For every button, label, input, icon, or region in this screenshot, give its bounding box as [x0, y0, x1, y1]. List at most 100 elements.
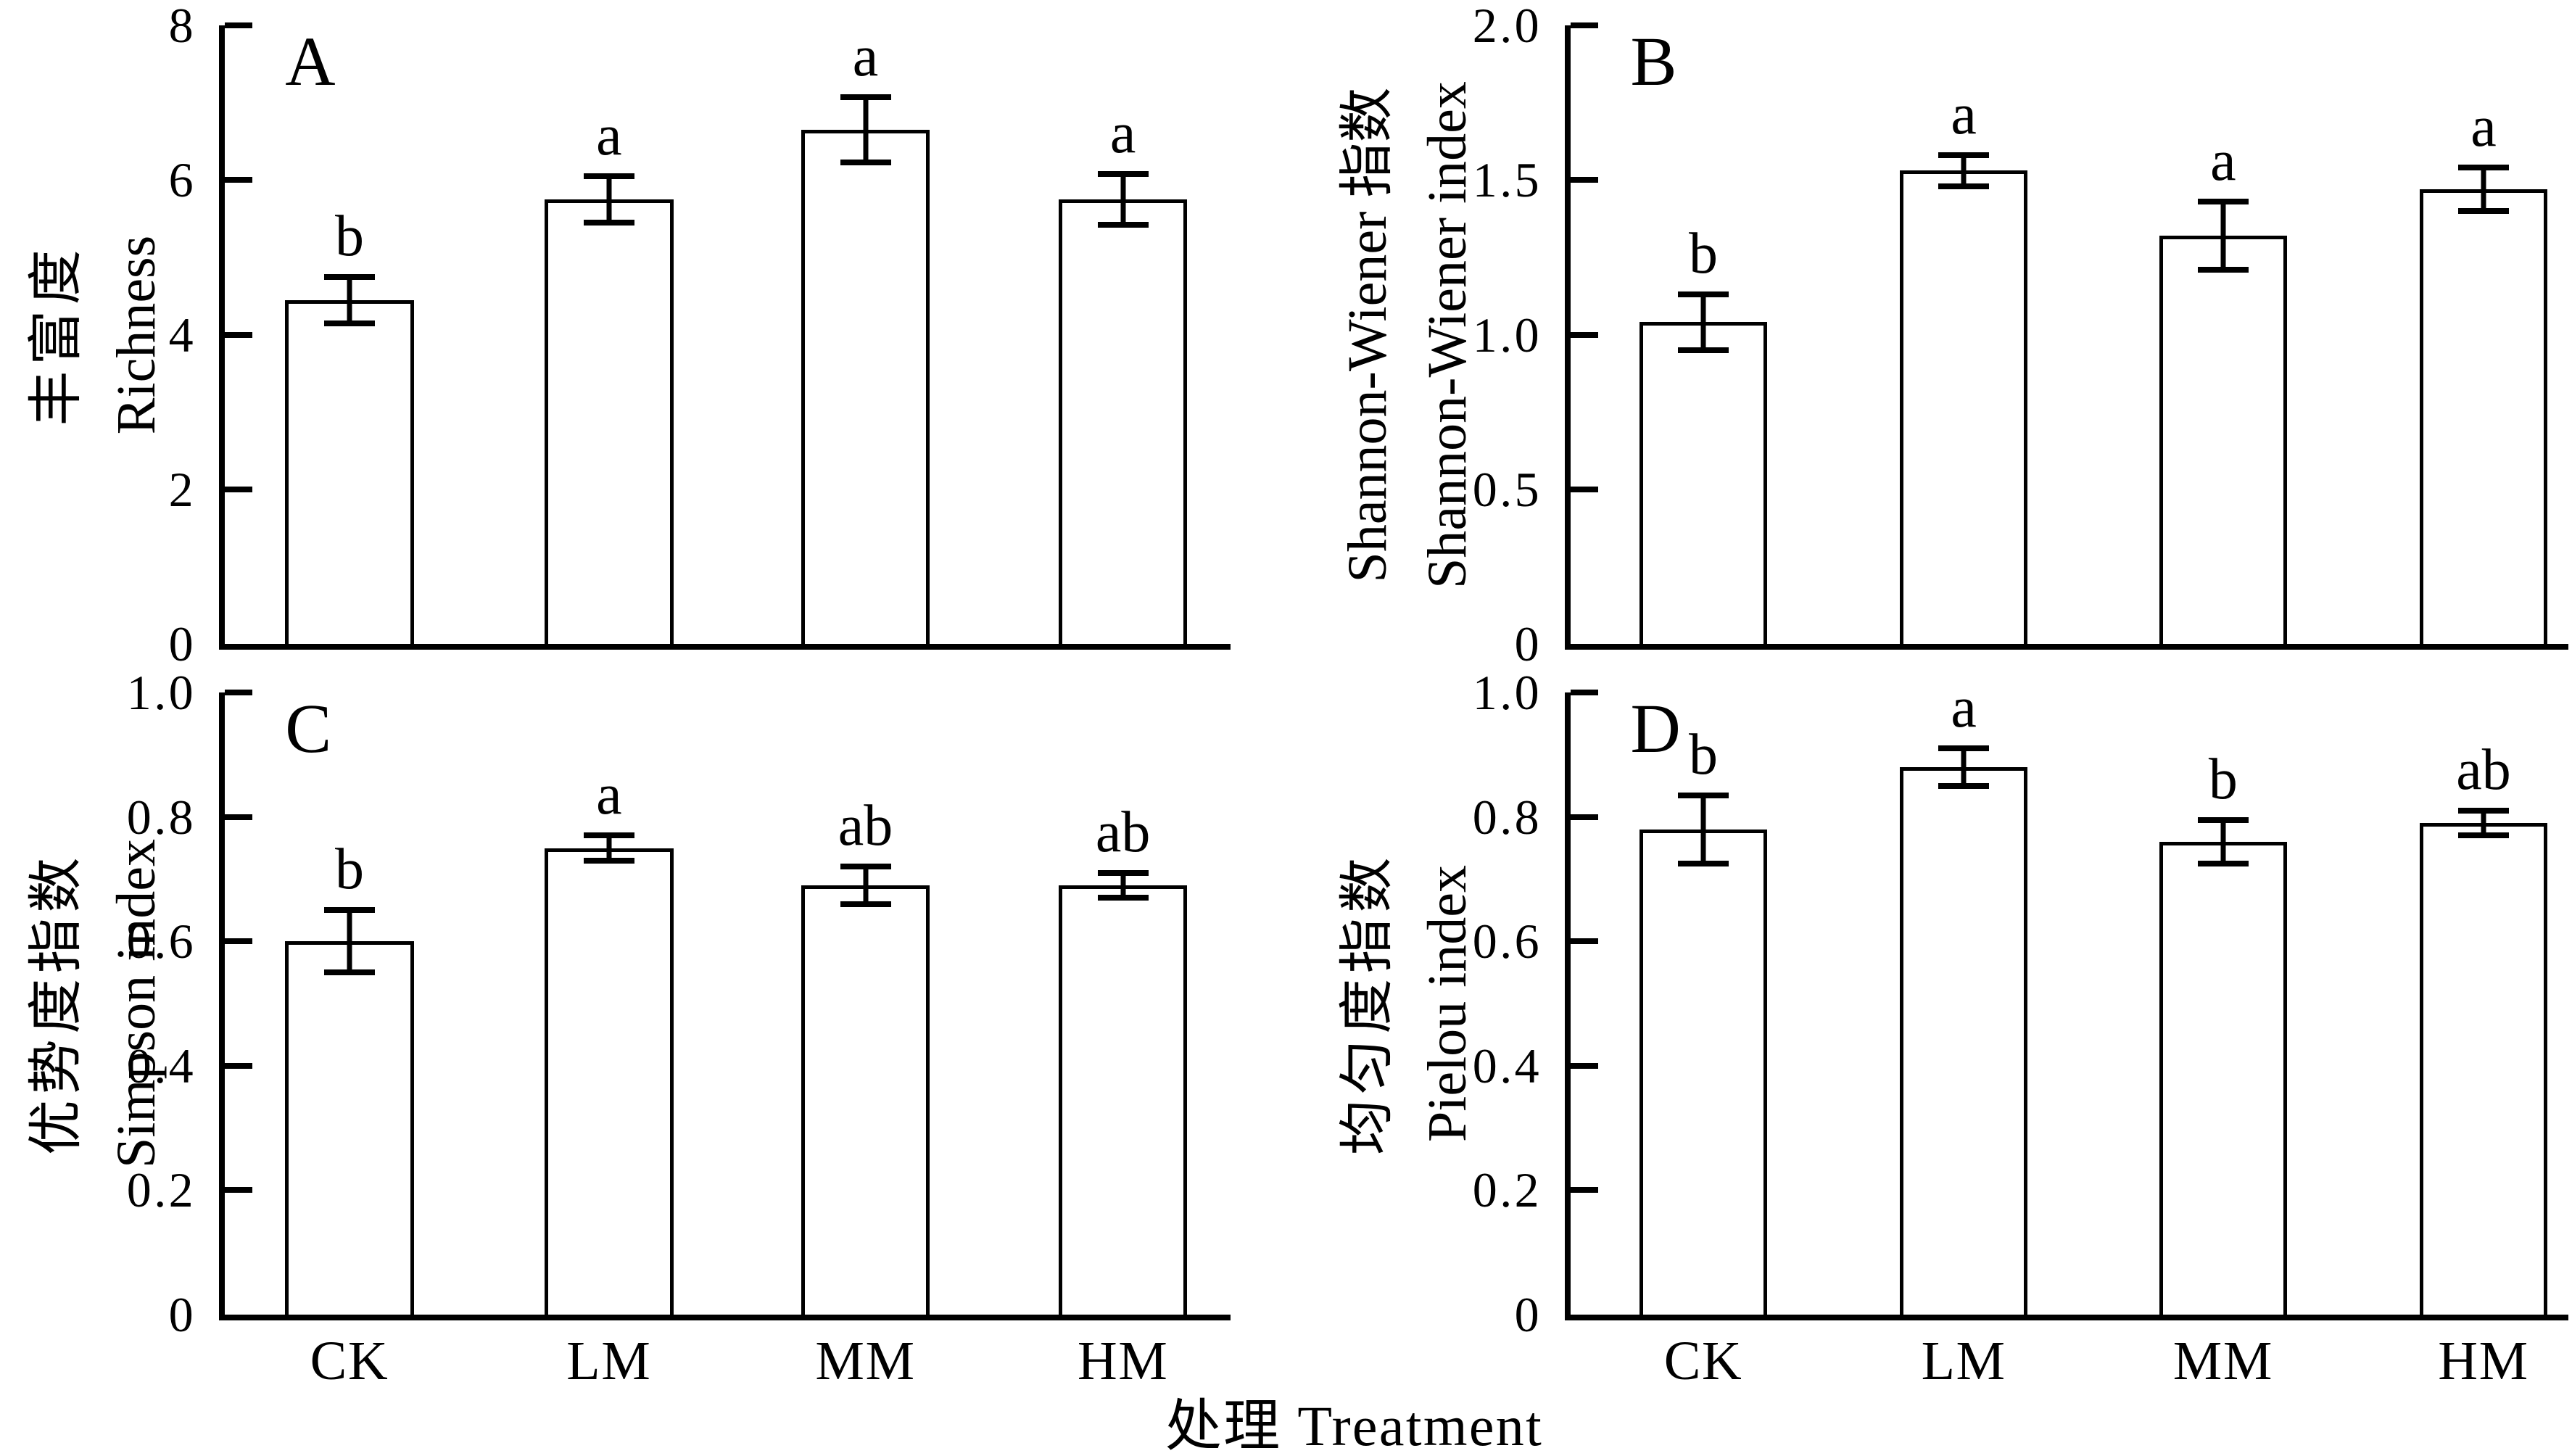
y-tick [225, 814, 252, 820]
bar-MM [2159, 236, 2287, 644]
error-bar-cap-top [2458, 165, 2510, 171]
error-bar [1120, 872, 1126, 898]
y-tick-label: 8 [168, 0, 196, 53]
y-tick [225, 938, 252, 945]
y-tick [1571, 690, 1598, 695]
y-axis-title-line: Shannon-Wiener index [1417, 80, 1478, 589]
error-bar [347, 276, 352, 323]
y-tick-label: 2.0 [1472, 0, 1542, 53]
y-tick [225, 22, 252, 28]
error-bar-cap-bottom [2458, 207, 2510, 214]
y-tick [1571, 1187, 1598, 1194]
x-category-label: LM [566, 1331, 652, 1391]
error-bar-cap-top [1678, 792, 1729, 798]
bar-LM [545, 848, 674, 1315]
significance-letter: b [334, 204, 364, 268]
error-bar-cap-bottom [1938, 782, 1990, 789]
significance-letter: ab [2456, 738, 2511, 803]
error-bar [1120, 173, 1126, 226]
bar-CK [285, 941, 414, 1315]
error-bar-cap-bottom [1097, 895, 1149, 901]
panel-letter: C [285, 690, 332, 767]
error-bar-cap-bottom [2458, 832, 2510, 839]
error-bar-cap-top [1938, 152, 1990, 159]
y-tick [225, 1187, 252, 1194]
error-bar [2220, 202, 2226, 270]
panel-letter: A [285, 22, 336, 100]
y-tick-label: 1.0 [1472, 665, 1542, 720]
y-tick-label: 0.8 [1472, 789, 1542, 845]
x-category-label: HM [2438, 1331, 2529, 1391]
x-category-label: MM [2172, 1331, 2273, 1391]
error-bar [606, 835, 612, 861]
y-tick-label: 0 [168, 616, 196, 671]
significance-letter: b [1689, 722, 1718, 787]
y-axis-title-line: Richness [106, 235, 167, 434]
y-axis-title-line: 丰富度 [25, 244, 87, 426]
bar-HM [1058, 885, 1188, 1315]
y-axis-title-line: Simpson index [106, 839, 167, 1168]
significance-letter: a [2210, 129, 2236, 194]
x-category-label: LM [1921, 1331, 2006, 1391]
bar-HM [1058, 199, 1188, 644]
significance-letter: ab [838, 794, 893, 859]
error-bar-cap-top [1678, 291, 1729, 298]
y-axis-title: Shannon-Wiener 指数 Shannon-Wiener index [1328, 81, 1487, 589]
y-tick [1571, 938, 1598, 945]
error-bar-cap-bottom [1678, 860, 1729, 866]
y-tick [1571, 486, 1598, 492]
y-tick [225, 331, 252, 338]
error-bar-cap-top [2197, 199, 2249, 205]
y-tick-label: 0.6 [1472, 914, 1542, 969]
bar-HM [2419, 823, 2548, 1315]
error-bar-cap-bottom [2197, 266, 2249, 273]
error-bar-cap-bottom [323, 969, 375, 976]
bar-MM [801, 885, 930, 1315]
error-bar-cap-top [1938, 745, 1990, 752]
error-bar-cap-bottom [1938, 183, 1990, 189]
y-tick [1571, 177, 1598, 183]
y-axis-title: 优势度指数 Simpson index [17, 839, 176, 1168]
y-tick-label: 4 [168, 307, 196, 363]
y-tick [1571, 331, 1598, 338]
y-tick-label: 0 [1514, 1287, 1542, 1342]
y-tick-label: 0.5 [1472, 461, 1542, 517]
error-bar [2481, 811, 2486, 836]
y-tick-label: 0.2 [126, 1162, 196, 1218]
significance-letter: b [2208, 747, 2238, 811]
error-bar-cap-top [2458, 808, 2510, 814]
y-tick-label: 0 [168, 1287, 196, 1342]
y-tick-label: 6 [168, 152, 196, 208]
error-bar-cap-top [583, 832, 634, 839]
error-bar-cap-top [840, 864, 891, 870]
y-tick-label: 0 [1514, 616, 1542, 671]
y-axis-title: 均匀度指数 Pielou index [1328, 852, 1487, 1155]
x-category-label: CK [310, 1331, 389, 1391]
error-bar [1700, 294, 1706, 350]
significance-letter: a [1951, 83, 1977, 147]
bar-MM [2159, 841, 2287, 1315]
bar-CK [1639, 829, 1768, 1315]
x-category-label: HM [1077, 1331, 1169, 1391]
y-tick [1571, 1062, 1598, 1069]
y-tick-label: 0.2 [1472, 1162, 1542, 1218]
significance-letter: a [596, 103, 622, 167]
error-bar [606, 175, 612, 223]
y-tick-label: 0.8 [126, 789, 196, 845]
bar-CK [285, 299, 414, 644]
y-tick [225, 177, 252, 183]
significance-letter: a [596, 763, 622, 827]
error-bar [1961, 748, 1967, 786]
error-bar [863, 866, 869, 904]
significance-letter: ab [1095, 800, 1151, 864]
error-bar-cap-bottom [583, 857, 634, 864]
y-axis-title-line: Pielou index [1417, 864, 1478, 1143]
panel-B-shannon-wiener: 0 0.5 1.0 1.5 2.0 Shannon-Wiener 指数 Shannon-Wi… [1337, 1, 2568, 669]
error-bar [2481, 167, 2486, 211]
bar-HM [2419, 189, 2548, 644]
error-bar-cap-top [583, 173, 634, 179]
error-bar-cap-bottom [840, 901, 891, 907]
